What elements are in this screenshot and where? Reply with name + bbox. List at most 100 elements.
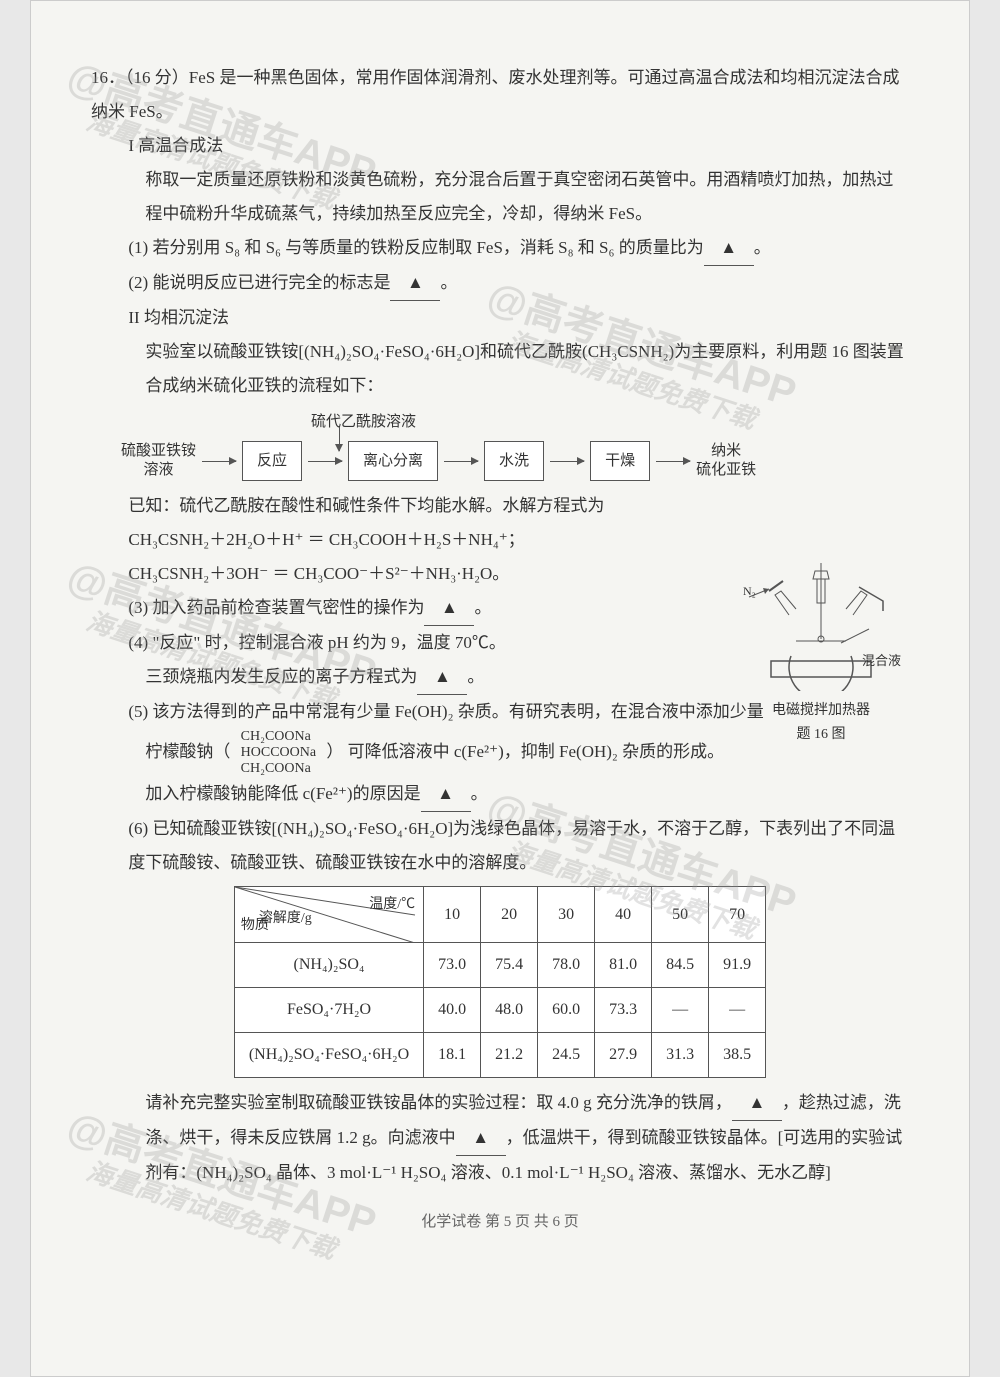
q1-post: 。 xyxy=(754,238,771,257)
arrow-right-icon xyxy=(308,461,342,462)
flow-step-4: 干燥 xyxy=(590,441,650,481)
blank-marker: ▲ xyxy=(407,273,424,292)
cell: 73.3 xyxy=(595,988,652,1033)
flow-output-l2: 硫化亚铁 xyxy=(696,461,756,481)
equation-1: CH₃CSNH₂＋2H₂O＋H⁺ ＝ CH₃COOH＋H₂S＋NH₄⁺； xyxy=(91,523,909,557)
question-intro: 16．（16 分）FeS 是一种黑色固体，常用作固体润滑剂、废水处理剂等。可通过… xyxy=(91,61,909,129)
cell: 18.1 xyxy=(424,1033,481,1078)
blank-marker: ▲ xyxy=(434,667,451,686)
q5-q-post: 。 xyxy=(471,784,488,803)
cell: 81.0 xyxy=(595,943,652,988)
arrow-right-icon xyxy=(656,461,690,462)
blank-marker: ▲ xyxy=(472,1128,489,1147)
cell: 48.0 xyxy=(481,988,538,1033)
flow-output-l1: 纳米 xyxy=(696,442,756,462)
blank-marker: ▲ xyxy=(748,1093,765,1112)
arrow-right-icon xyxy=(444,461,478,462)
arrow-right-icon xyxy=(202,461,236,462)
q1: (1) 若分别用 S₈ 和 S₆ 与等质量的铁粉反应制取 FeS，消耗 S₈ 和… xyxy=(91,231,909,266)
q5-after-citric: ） 可降低溶液中 c(Fe²⁺)，抑制 Fe(OH)₂ 杂质的形成。 xyxy=(326,742,724,761)
cell: 73.0 xyxy=(424,943,481,988)
blank-5: ▲ xyxy=(421,777,471,812)
page-footer: 化学试卷 第 5 页 共 6 页 xyxy=(91,1210,909,1231)
arrow-down-icon xyxy=(339,427,340,451)
heater-label: 电磁搅拌加热器 xyxy=(731,699,911,719)
blank-marker: ▲ xyxy=(720,238,737,257)
blank-6b: ▲ xyxy=(456,1121,506,1156)
cell: — xyxy=(709,988,766,1033)
cell: 24.5 xyxy=(538,1033,595,1078)
blank-4: ▲ xyxy=(417,660,467,695)
solubility-table: 温度/℃ 溶解度/g 物质 10 20 30 40 50 70 (NH₄)₂SO… xyxy=(234,886,766,1078)
cell: 91.9 xyxy=(709,943,766,988)
part1-title: I 高温合成法 xyxy=(91,129,909,163)
part1-paragraph: 称取一定质量还原铁粉和淡黄色硫粉，充分混合后置于真空密闭石英管中。用酒精喷灯加热… xyxy=(91,163,909,231)
arrow-right-icon xyxy=(550,461,584,462)
q3-pre: (3) 加入药品前检查装置气密性的操作为 xyxy=(128,598,424,617)
flow-input-left-l2: 溶液 xyxy=(121,461,196,481)
part2-title: II 均相沉淀法 xyxy=(91,301,909,335)
cell: — xyxy=(652,988,709,1033)
q6-intro: (6) 已知硫酸亚铁铵[(NH₄)₂SO₄·FeSO₄·6H₂O]为浅绿色晶体，… xyxy=(91,812,909,880)
cell: 38.5 xyxy=(709,1033,766,1078)
flask-icon: N₂ xyxy=(741,561,901,691)
points: （16 分） xyxy=(125,68,189,87)
table-header-row: 温度/℃ 溶解度/g 物质 10 20 30 40 50 70 xyxy=(234,887,765,943)
q1-pre: (1) 若分别用 S₈ 和 S₆ 与等质量的铁粉反应制取 FeS，消耗 S₈ 和… xyxy=(128,238,703,257)
cell: 21.2 xyxy=(481,1033,538,1078)
diag-top: 温度/℃ xyxy=(369,891,415,919)
flow-step-1: 反应 xyxy=(242,441,302,481)
blank-3: ▲ xyxy=(424,591,474,626)
table-row: FeSO₄·7H₂O 40.0 48.0 60.0 73.3 — — xyxy=(234,988,765,1033)
q6-procedure: 请补充完整实验室制取硫酸亚铁铵晶体的实验过程：取 4.0 g 充分洗净的铁屑， ▲… xyxy=(91,1086,909,1190)
q4-line2-post: 。 xyxy=(467,667,484,686)
citric-row-2: CH₂COONa xyxy=(241,761,316,777)
blank-marker: ▲ xyxy=(437,784,454,803)
cell: 40.0 xyxy=(424,988,481,1033)
flow-input-left-l1: 硫酸亚铁铵 xyxy=(121,442,196,462)
row0-name: (NH₄)₂SO₄ xyxy=(234,943,423,988)
row2-name: (NH₄)₂SO₄·FeSO₄·6H₂O xyxy=(234,1033,423,1078)
q2-pre: (2) 能说明反应已进行完全的标志是 xyxy=(128,273,390,292)
table-row: (NH₄)₂SO₄·FeSO₄·6H₂O 18.1 21.2 24.5 27.9… xyxy=(234,1033,765,1078)
temp-col-0: 10 xyxy=(424,887,481,943)
flow-input-top: 硫代乙酰胺溶液 xyxy=(311,407,416,437)
blank-1: ▲ xyxy=(704,231,754,266)
flow-input-left: 硫酸亚铁铵 溶液 xyxy=(121,442,196,481)
diag-header-cell: 温度/℃ 溶解度/g 物质 xyxy=(234,887,423,943)
apparatus-caption: 题 16 图 xyxy=(731,723,911,743)
diag-bot: 物质 xyxy=(241,912,269,940)
flow-step-3: 水洗 xyxy=(484,441,544,481)
flow-output: 纳米 硫化亚铁 xyxy=(696,442,756,481)
known-intro: 已知：硫代乙酰胺在酸性和碱性条件下均能水解。水解方程式为 xyxy=(91,489,909,523)
temp-col-4: 50 xyxy=(652,887,709,943)
part2-paragraph: 实验室以硫酸亚铁铵[(NH₄)₂SO₄·FeSO₄·6H₂O]和硫代乙酰胺(CH… xyxy=(91,335,909,403)
exam-page: { "question": { "number": "16．", "points… xyxy=(30,0,970,1377)
q5-citric-label: 柠檬酸钠（ xyxy=(145,742,230,761)
citric-row-0: CH₂COONa xyxy=(241,729,316,745)
apparatus-figure: N₂ 混合液 电磁搅拌加热器 题 16 图 xyxy=(731,561,911,743)
q4-line2-pre: 三颈烧瓶内发生反应的离子方程式为 xyxy=(145,667,417,686)
cell: 27.9 xyxy=(595,1033,652,1078)
blank-marker: ▲ xyxy=(441,598,458,617)
temp-col-2: 30 xyxy=(538,887,595,943)
q5-q-pre: 加入柠檬酸钠能降低 c(Fe²⁺)的原因是 xyxy=(145,784,420,803)
blank-2: ▲ xyxy=(390,266,440,301)
citric-row-1: HOCCOONa xyxy=(241,745,316,761)
cell: 60.0 xyxy=(538,988,595,1033)
q5-question: 加入柠檬酸钠能降低 c(Fe²⁺)的原因是 ▲ 。 xyxy=(91,777,909,812)
q3-post: 。 xyxy=(474,598,491,617)
cell: 75.4 xyxy=(481,943,538,988)
row1-name: FeSO₄·7H₂O xyxy=(234,988,423,1033)
cell: 84.5 xyxy=(652,943,709,988)
process-flowchart: 硫代乙酰胺溶液 硫酸亚铁铵 溶液 反应 离心分离 水洗 干燥 纳米 硫化亚铁 xyxy=(121,441,909,481)
temp-col-3: 40 xyxy=(595,887,652,943)
q2-post: 。 xyxy=(440,273,457,292)
q6-proc-pre: 请补充完整实验室制取硫酸亚铁铵晶体的实验过程：取 4.0 g 充分洗净的铁屑， xyxy=(145,1093,732,1112)
blank-6a: ▲ xyxy=(732,1086,782,1121)
n2-label-inline: N₂ xyxy=(743,584,756,598)
q2: (2) 能说明反应已进行完全的标志是 ▲ 。 xyxy=(91,266,909,301)
question-number: 16． xyxy=(91,68,125,87)
table-row: (NH₄)₂SO₄ 73.0 75.4 78.0 81.0 84.5 91.9 xyxy=(234,943,765,988)
citric-acid-formula: CH₂COONa HOCCOONa CH₂COONa xyxy=(241,729,316,777)
